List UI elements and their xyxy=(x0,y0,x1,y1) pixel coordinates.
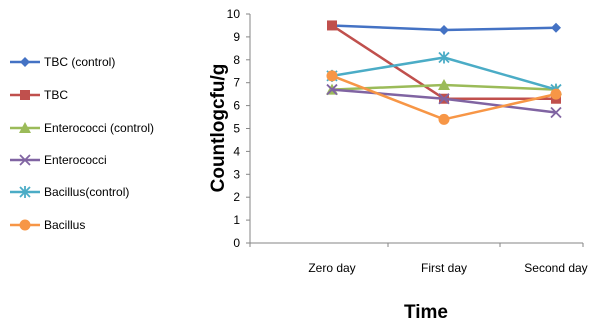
legend-marker xyxy=(20,57,30,67)
legend-label: TBC (control) xyxy=(44,55,115,69)
x-axis-title: Time xyxy=(404,302,448,322)
legend-label: Enterococci xyxy=(44,153,107,167)
y-tick-label: 9 xyxy=(233,30,240,44)
legend-item: Bacillus xyxy=(10,218,85,232)
y-tick-label: 7 xyxy=(233,76,240,90)
plot-area: 0 1 2 3 4 5 6 7 8 9 10 Zero day First day Second day xyxy=(227,7,588,275)
data-point xyxy=(438,51,450,64)
legend-marker xyxy=(19,154,31,166)
data-point xyxy=(326,70,338,82)
y-axis-title: Countlogcfu/g xyxy=(208,64,229,193)
x-tick-label: Second day xyxy=(524,261,587,275)
data-point xyxy=(438,113,450,125)
legend: TBC (control) TBC Enterococci (control) Ent… xyxy=(10,55,154,232)
data-point xyxy=(326,83,338,96)
data-point xyxy=(438,93,450,105)
series-3 xyxy=(326,83,562,119)
legend-marker xyxy=(19,122,31,133)
x-tick-label: First day xyxy=(421,261,467,275)
x-tick-label: Zero day xyxy=(308,261,355,275)
legend-label: Enterococci (control) xyxy=(44,121,154,135)
y-tick-label: 10 xyxy=(227,7,241,21)
y-tick-label: 5 xyxy=(233,122,240,136)
data-point xyxy=(551,22,561,33)
legend-item: Enterococci xyxy=(10,153,107,167)
data-point xyxy=(439,25,449,36)
y-tick-label: 1 xyxy=(233,213,240,227)
legend-label: Bacillus xyxy=(44,218,85,232)
legend-item: TBC xyxy=(10,88,68,102)
data-point xyxy=(327,20,337,31)
legend-label: TBC xyxy=(44,88,68,102)
data-point xyxy=(550,106,562,119)
y-tick-label: 2 xyxy=(233,190,240,204)
data-point xyxy=(550,88,562,100)
y-tick-label: 3 xyxy=(233,167,240,181)
legend-marker xyxy=(19,219,31,231)
legend-marker xyxy=(19,186,31,198)
legend-marker xyxy=(20,90,30,100)
data-point xyxy=(438,78,450,90)
series-layer xyxy=(326,20,562,125)
y-tick-label: 4 xyxy=(233,144,240,158)
legend-item: Bacillus(control) xyxy=(10,185,129,199)
y-ticks: 0 1 2 3 4 5 6 7 8 9 10 xyxy=(227,7,250,250)
x-ticks: Zero day First day Second day xyxy=(249,243,588,275)
y-tick-label: 0 xyxy=(233,236,240,250)
legend-label: Bacillus(control) xyxy=(44,185,129,199)
legend-item: TBC (control) xyxy=(10,55,115,69)
series-5 xyxy=(326,70,562,125)
y-tick-label: 6 xyxy=(233,99,240,113)
legend-item: Enterococci (control) xyxy=(10,121,154,135)
series-0 xyxy=(327,20,561,36)
y-tick-label: 8 xyxy=(233,53,240,67)
